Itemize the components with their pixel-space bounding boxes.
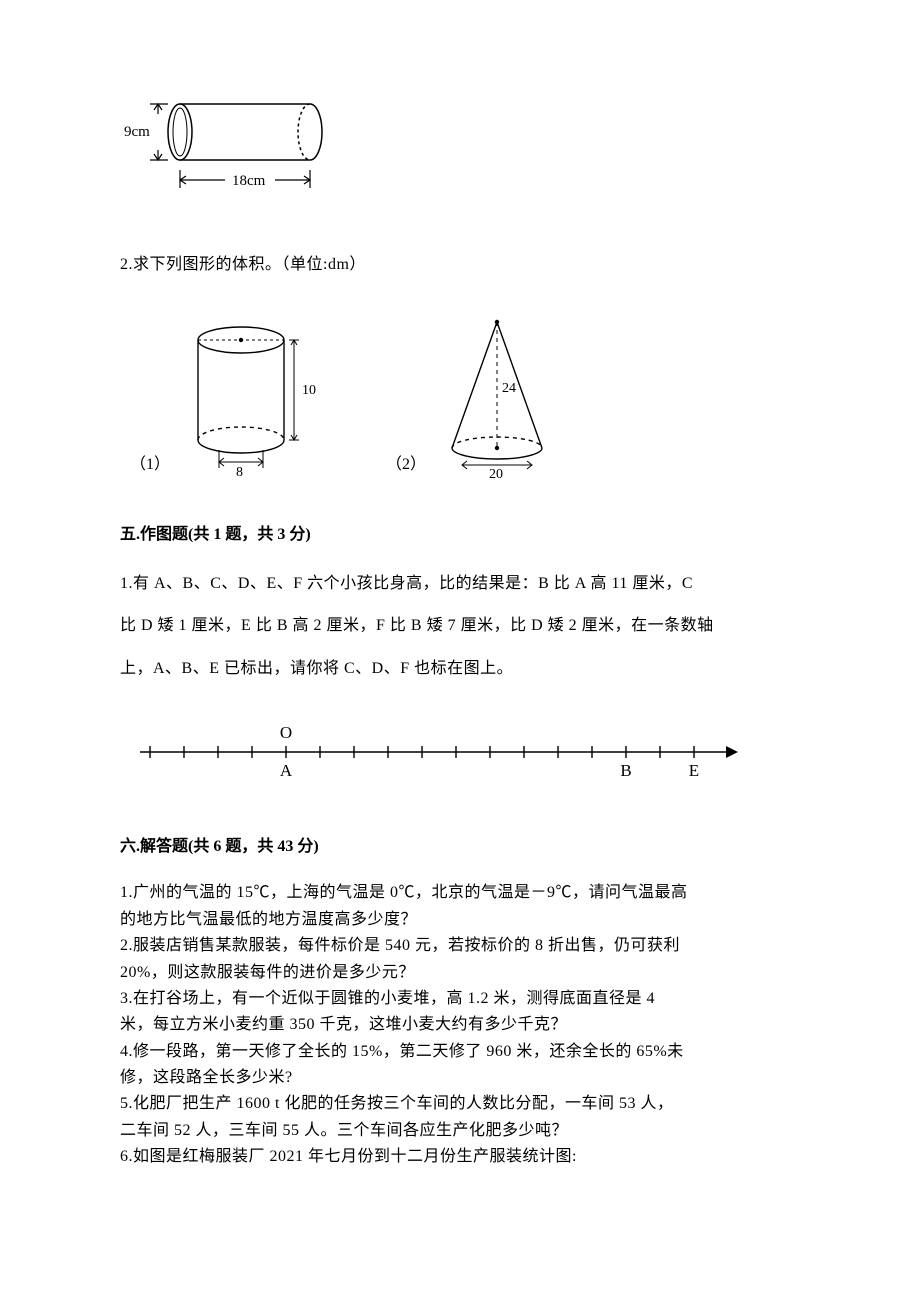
section6-title: 六.解答题(共 6 题，共 43 分) (120, 832, 810, 862)
fig1-label: （1） (130, 450, 170, 480)
nl-O: O (280, 723, 292, 742)
q5-1-l3: 上，A、B、E 已标出，请你将 C、D、F 也标在图上。 (120, 654, 810, 684)
q6-6-l1: 6.如图是红梅服装厂 2021 年七月份到十二月份生产服装统计图: (120, 1144, 810, 1170)
q6-4-l2: 修，这段路全长多少米? (120, 1065, 810, 1091)
cylinder-svg: 9cm (120, 90, 330, 200)
q5-1-l1: 1.有 A、B、C、D、E、F 六个小孩比身高，比的结果是：B 比 A 高 11… (120, 569, 810, 599)
q6-2-l2: 20%，则这款服装每件的进价是多少元？ (120, 960, 810, 986)
volume-figures-row: （1） (120, 310, 810, 480)
section5-title: 五.作图题(共 1 题，共 3 分) (120, 520, 810, 550)
q6-3-l1: 3.在打谷场上，有一个近似于圆锥的小麦堆，高 1.2 米，测得底面直径是 4 (120, 986, 810, 1012)
q6-1-l1: 1.广州的气温的 15℃，上海的气温是 0℃，北京的气温是－9℃，请问气温最高 (120, 880, 810, 906)
fig2-h-label: 24 (502, 381, 516, 396)
page: 9cm (0, 0, 920, 1231)
fig1-d-label: 8 (236, 465, 243, 480)
q6-2-l1: 2.服装店销售某款服装，每件标价是 540 元，若按标价的 8 折出售，仍可获利 (120, 933, 810, 959)
label-18cm: 18cm (232, 173, 266, 189)
fig2-label: （2） (386, 450, 426, 480)
nl-A: A (280, 761, 293, 780)
fig2-cone-svg: 24 20 (432, 310, 567, 480)
q6-5-l1: 5.化肥厂把生产 1600 t 化肥的任务按三个车间的人数比分配，一车间 53 … (120, 1091, 810, 1117)
fig1-cylinder-svg: 10 8 (176, 310, 326, 480)
q6-1-l2: 的地方比气温最低的地方温度高多少度？ (120, 907, 810, 933)
q6-4-l1: 4.修一段路，第一天修了全长的 15%，第二天修了 960 米，还余全长的 65… (120, 1039, 810, 1065)
q6-3-l2: 米，每立方米小麦约重 350 千克，这堆小麦大约有多少千克？ (120, 1012, 810, 1038)
q5-1-l2: 比 D 矮 1 厘米，E 比 B 高 2 厘米，F 比 B 矮 7 厘米，比 D… (120, 611, 810, 641)
numberline-figure: O A B E (120, 712, 810, 792)
fig2-d-label: 20 (489, 467, 503, 480)
numberline-svg: O A B E (120, 712, 760, 792)
figure-cylinder-9-18: 9cm (120, 90, 810, 200)
fig1-h-label: 10 (302, 383, 316, 398)
q6-5-l2: 二车间 52 人，三车间 55 人。三个车间各应生产化肥多少吨？ (120, 1118, 810, 1144)
nl-B: B (620, 761, 631, 780)
nl-E: E (689, 761, 699, 780)
q4-2-text: 2.求下列图形的体积。（单位:dm） (120, 250, 810, 280)
label-9cm: 9cm (124, 124, 150, 140)
